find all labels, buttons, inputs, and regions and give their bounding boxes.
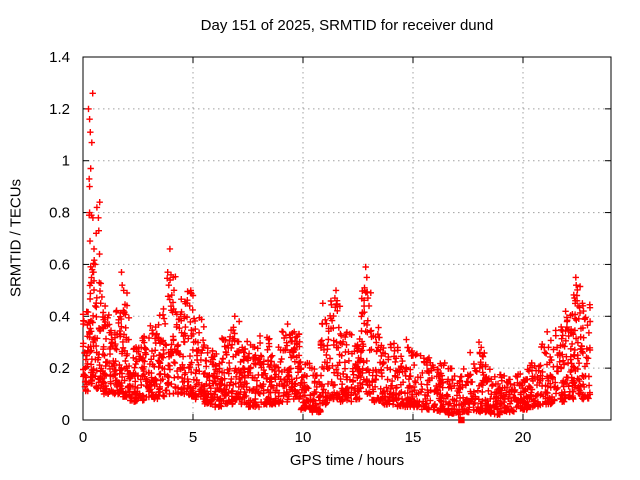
gridlines <box>83 57 611 420</box>
y-tick-label: 1.4 <box>49 49 70 66</box>
x-axis-label: GPS time / hours <box>289 452 405 469</box>
plot-border <box>82 56 612 421</box>
y-tick-label: 0.2 <box>49 360 70 377</box>
y-tick-label: 0.6 <box>49 256 70 273</box>
x-tick-label: 0 <box>79 429 87 446</box>
x-tick-label: 15 <box>405 429 422 446</box>
y-tick-label: 0.4 <box>49 308 70 325</box>
x-tick-label: 5 <box>189 429 197 446</box>
axis-marker-square <box>458 416 465 424</box>
x-tick-label: 10 <box>295 429 312 446</box>
x-tick-label: 20 <box>515 429 532 446</box>
chart-title: Day 151 of 2025, SRMTID for receiver dun… <box>200 17 494 34</box>
y-tick-label: 1.2 <box>49 101 70 118</box>
y-tick-label: 1 <box>62 153 70 170</box>
tick-labels: 0 5 10 15 20 0 0.2 0.4 0.6 0.8 1 1.2 1.4 <box>49 49 531 446</box>
data-points <box>79 90 594 418</box>
y-tick-label: 0 <box>62 412 70 429</box>
y-tick-label: 0.8 <box>49 205 70 222</box>
